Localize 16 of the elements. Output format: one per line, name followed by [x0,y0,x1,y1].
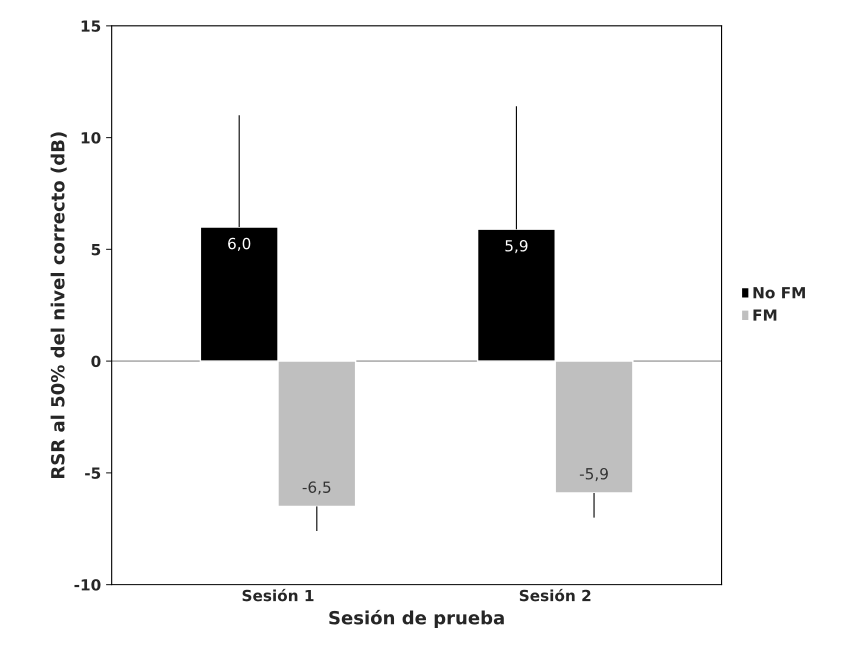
x-tick-label: Sesión 2 [520,588,590,602]
legend-label: No FM [754,287,805,298]
y-tick-label: 10 [82,132,101,144]
y-tick-label: 0 [91,356,101,368]
x-axis-title: Sesión de prueba [329,610,504,628]
y-tick-label: 5 [92,244,100,256]
y-tick-label: -10 [74,579,101,591]
y-tick-label: 15 [82,20,100,32]
x-tick-label: Sesión 1 [242,588,314,602]
data-label: -5,9 [580,468,608,482]
data-label: 5,9 [505,240,528,254]
y-axis-title: RSR al 50% del nivel correcto (dB) [50,132,67,478]
legend-label: FM [754,310,776,321]
data-label: 6,0 [228,238,250,251]
y-tick-label: -5 [85,468,100,479]
data-label: -6,5 [302,481,330,495]
